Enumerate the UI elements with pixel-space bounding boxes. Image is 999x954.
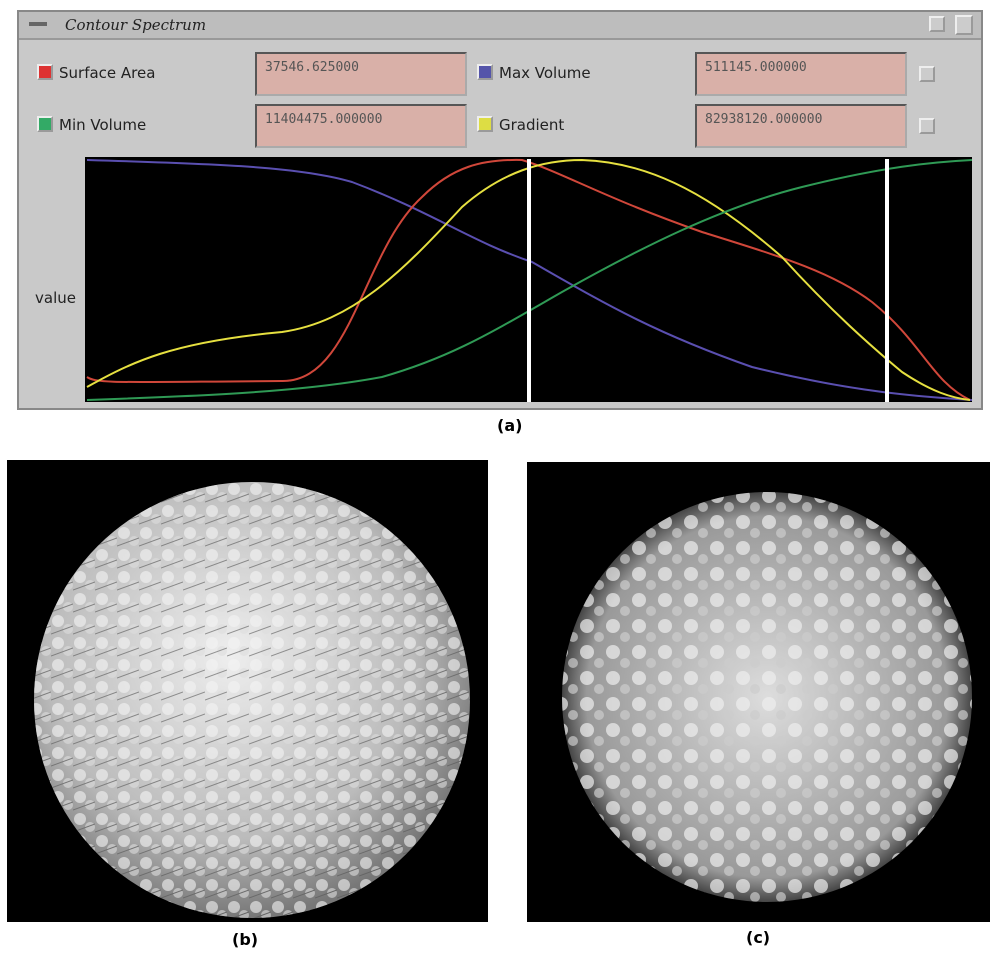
page: Contour Spectrum Surface Area 37546.6250… xyxy=(0,0,999,954)
menu-icon[interactable] xyxy=(29,22,47,26)
toggle-button[interactable] xyxy=(919,118,935,134)
checkbox[interactable] xyxy=(477,116,493,132)
toggle-button[interactable] xyxy=(919,66,935,82)
field-label: Gradient xyxy=(499,116,564,134)
text-field[interactable]: 37546.625000 xyxy=(255,52,467,96)
checkbox[interactable] xyxy=(37,64,53,80)
caption: (a) xyxy=(497,416,522,435)
field-label: Max Volume xyxy=(499,64,591,82)
text-field[interactable]: 82938120.000000 xyxy=(695,104,907,148)
window: Contour Spectrum Surface Area 37546.6250… xyxy=(17,10,983,410)
text-field[interactable]: 11404475.000000 xyxy=(255,104,467,148)
maximize-button[interactable] xyxy=(955,15,973,35)
caption: (b) xyxy=(232,930,258,949)
checkbox[interactable] xyxy=(37,116,53,132)
field-label: Min Volume xyxy=(59,116,146,134)
caption: (c) xyxy=(746,928,770,947)
field-label: Surface Area xyxy=(59,64,155,82)
title-bar: Contour Spectrum xyxy=(19,12,981,40)
render-b xyxy=(7,460,488,922)
y-axis-label: value xyxy=(35,289,76,307)
window-title: Contour Spectrum xyxy=(65,16,206,34)
text-field[interactable]: 511145.000000 xyxy=(695,52,907,96)
plot[interactable] xyxy=(85,157,972,402)
minimize-button[interactable] xyxy=(929,16,945,32)
render-c xyxy=(527,462,990,922)
checkbox[interactable] xyxy=(477,64,493,80)
